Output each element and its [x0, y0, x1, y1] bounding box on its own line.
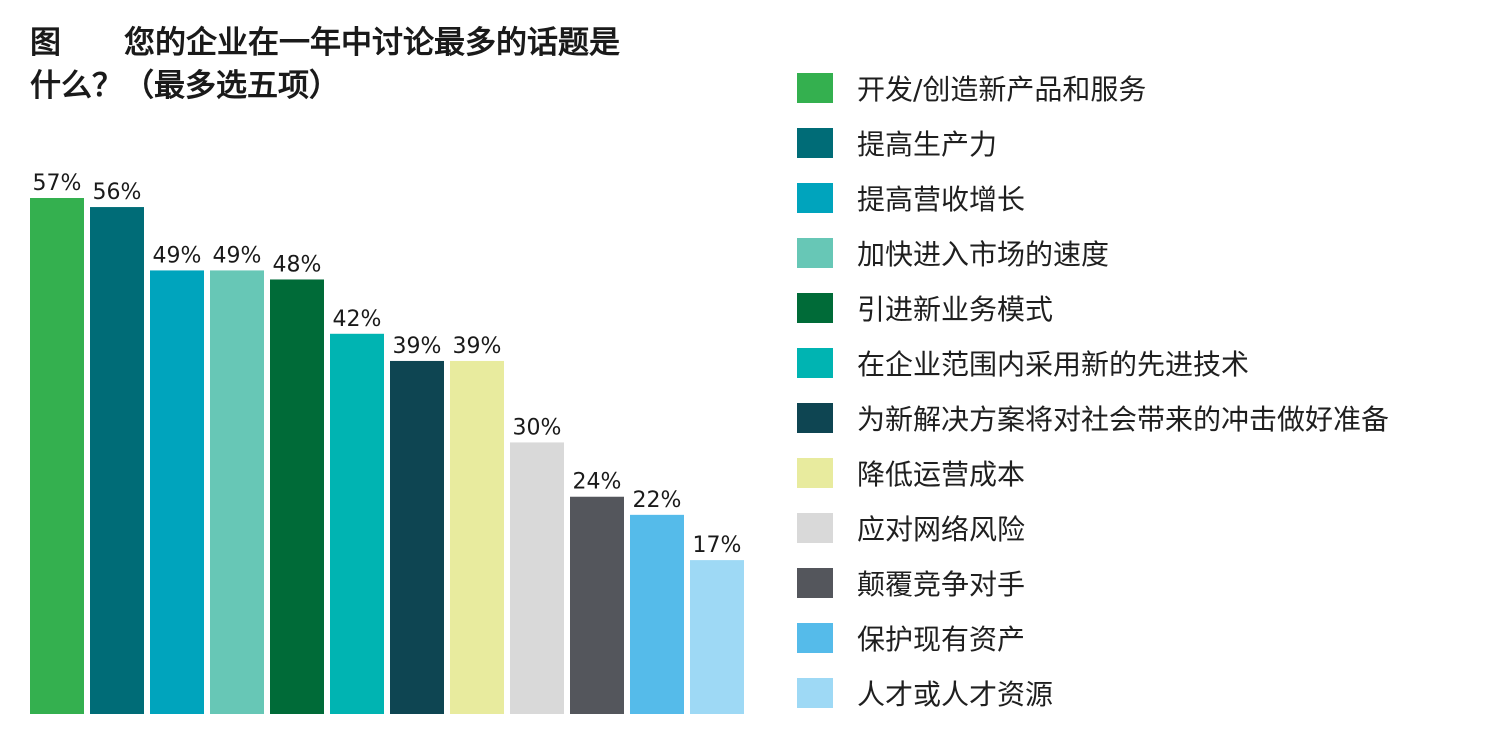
legend-label: 开发/创造新产品和服务 [857, 72, 1147, 106]
title-line-2: 什么？（最多选五项） [30, 68, 340, 104]
legend-swatch [797, 567, 833, 598]
bar-2 [90, 207, 144, 715]
legend-item: 提高生产力 [797, 115, 1389, 170]
legend-item: 保护现有资产 [797, 610, 1389, 665]
legend-item: 颠覆竞争对手 [797, 555, 1389, 610]
legend-item: 应对网络风险 [797, 500, 1389, 555]
bar-value-label-8: 39% [453, 334, 502, 359]
bar-12 [690, 560, 744, 714]
legend-swatch [797, 457, 833, 488]
legend-swatch [797, 292, 833, 323]
bar-value-label-1: 57% [33, 171, 82, 196]
legend-label: 应对网络风险 [857, 512, 1026, 546]
bar-value-label-11: 22% [633, 488, 682, 513]
title-line-1: 您的企业在一年中讨论最多的话题是 [124, 25, 620, 61]
legend-item: 为新解决方案将对社会带来的冲击做好准备 [797, 390, 1389, 445]
bar-value-label-12: 17% [693, 533, 742, 558]
legend-label: 提高生产力 [857, 127, 998, 161]
legend-label: 保护现有资产 [857, 622, 1026, 656]
bar-value-label-9: 30% [513, 415, 562, 440]
bar-7 [390, 360, 444, 714]
legend-swatch [797, 622, 833, 653]
legend-label: 引进新业务模式 [857, 292, 1054, 326]
legend-swatch [797, 347, 833, 378]
legend-swatch [797, 182, 833, 213]
bar-value-label-4: 49% [213, 243, 262, 268]
legend-swatch [797, 512, 833, 543]
legend-item: 引进新业务模式 [797, 280, 1389, 335]
legend-item: 加快进入市场的速度 [797, 225, 1389, 280]
bar-10 [570, 496, 624, 714]
legend-label: 降低运营成本 [857, 457, 1026, 491]
bar-3 [150, 270, 204, 714]
bar-value-label-7: 39% [393, 334, 442, 359]
legend-item: 在企业范围内采用新的先进技术 [797, 335, 1389, 390]
legend-swatch [797, 237, 833, 268]
legend-item: 降低运营成本 [797, 445, 1389, 500]
bar-value-label-10: 24% [573, 470, 622, 495]
legend-label: 加快进入市场的速度 [857, 237, 1110, 271]
legend-item: 提高营收增长 [797, 170, 1389, 225]
legend-swatch [797, 72, 833, 103]
bar-5 [270, 279, 324, 714]
legend-item: 人才或人才资源 [797, 665, 1389, 720]
bar-11 [630, 514, 684, 714]
legend-label: 提高营收增长 [857, 182, 1026, 216]
bar-1 [30, 198, 84, 714]
legend-item: 开发/创造新产品和服务 [797, 60, 1389, 115]
bar-9 [510, 442, 564, 714]
bar-8 [450, 360, 504, 714]
bar-value-label-5: 48% [273, 252, 322, 277]
bar-6 [330, 333, 384, 714]
figure-label: 图 [30, 25, 61, 61]
chart-legend: 开发/创造新产品和服务 提高生产力提高营收增长加快进入市场的速度 引进新业务模式在企… [797, 60, 1389, 720]
bar-4 [210, 270, 264, 714]
legend-label: 颠覆竞争对手 [857, 567, 1026, 601]
chart-title: 图 您的企业在一年中讨论最多的话题是 什么？（最多选五项） [30, 22, 750, 108]
legend-swatch [797, 127, 833, 158]
legend-label: 在企业范围内采用新的先进技术 [857, 347, 1250, 381]
legend-label: 为新解决方案将对社会带来的冲击做好准备 [857, 402, 1390, 436]
bar-value-label-6: 42% [333, 307, 382, 332]
legend-swatch [797, 677, 833, 708]
bar-value-label-3: 49% [153, 243, 202, 268]
bar-value-label-2: 56% [93, 180, 142, 205]
legend-label: 人才或人才资源 [857, 677, 1054, 711]
legend-swatch [797, 402, 833, 433]
